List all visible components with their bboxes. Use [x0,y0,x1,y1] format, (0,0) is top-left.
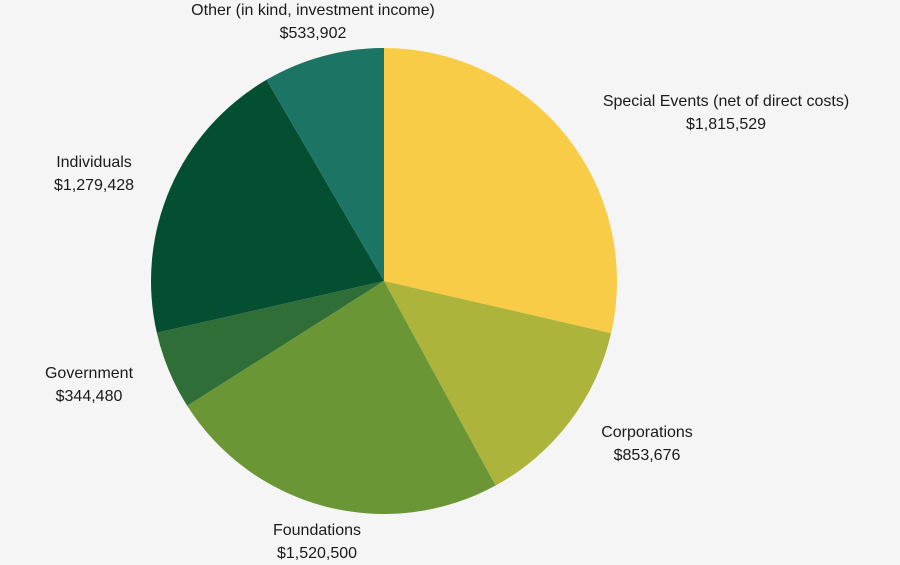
slice-value: $1,279,428 [53,177,135,194]
slice-value: $1,815,529 [685,116,767,133]
slice-value: $853,676 [613,447,681,464]
slice-name: Foundations [272,522,362,539]
slice-label-corporations: Corporations $853,676 [601,421,693,467]
pie-slice-other [266,48,384,281]
slice-name: Government [44,365,134,382]
slice-value: $344,480 [55,388,123,405]
slice-name: Corporations [601,424,693,441]
slice-label-individuals: Individuals $1,279,428 [54,151,134,197]
slice-name: Other (in kind, investment income) [191,2,435,19]
pie-slice-special-events [384,48,618,334]
slice-value: $1,520,500 [276,545,358,562]
slice-label-government: Government $344,480 [45,362,133,408]
slice-value: $533,902 [279,25,347,42]
slice-label-special-events: Special Events (net of direct costs) $1,… [603,90,849,136]
slice-label-other: Other (in kind, investment income) $533,… [191,0,435,45]
slice-name: Individuals [56,154,132,171]
slice-label-foundations: Foundations $1,520,500 [273,519,361,565]
pie-slice-government [156,281,384,406]
pie-slice-corporations [384,281,612,486]
pie-slice-foundations [187,281,496,514]
pie-slice-individuals [151,79,384,333]
slice-name: Special Events (net of direct costs) [602,93,850,110]
